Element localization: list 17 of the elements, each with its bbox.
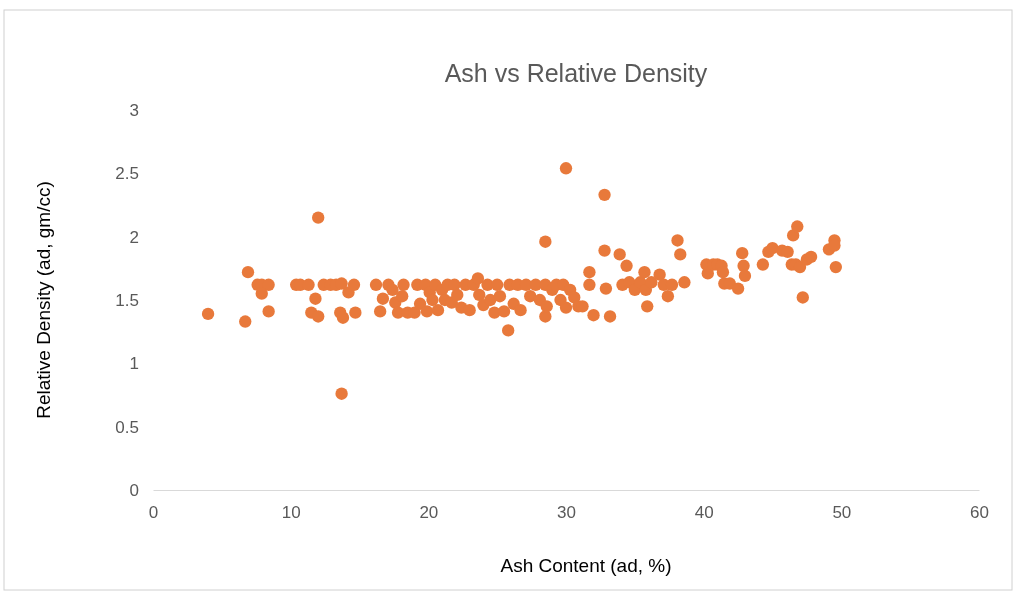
x-tick-label: 30	[557, 503, 576, 523]
x-axis-title: Ash Content (ad, %)	[500, 555, 672, 576]
x-tick-label: 60	[970, 503, 989, 523]
chart-title: Ash vs Relative Density	[444, 59, 708, 87]
x-tick-label: 40	[694, 503, 714, 523]
y-tick-label: 1.5	[115, 290, 139, 310]
x-tick-label: 0	[148, 503, 159, 523]
y-tick-label: 2.5	[115, 164, 139, 184]
y-axis-title: Relative Density (ad, gm/cc)	[33, 181, 54, 419]
y-tick-label: 2	[129, 227, 139, 247]
y-tick-label: 0.5	[115, 417, 139, 437]
y-tick-label: 0	[129, 480, 139, 500]
x-tick-label: 20	[419, 503, 439, 523]
y-tick-label: 1	[129, 354, 139, 374]
x-tick-label: 10	[281, 503, 301, 523]
x-tick-label: 50	[832, 503, 852, 523]
y-tick-label: 3	[129, 100, 139, 120]
